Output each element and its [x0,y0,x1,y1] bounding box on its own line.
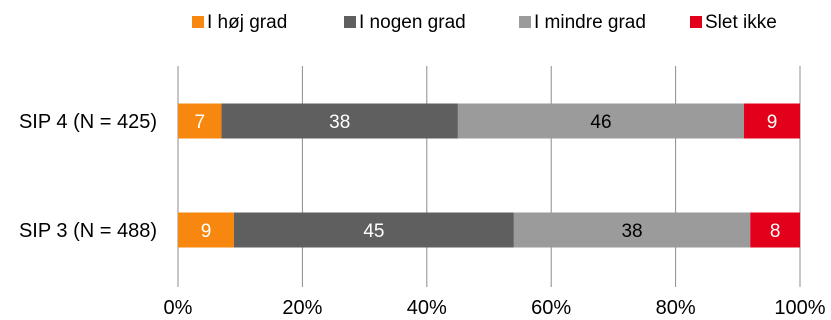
legend: I høj grad I nogen grad I mindre grad Slet … [192,12,777,33]
x-tick-label-2: 20% [282,297,322,319]
x-tick-label-3: 40% [407,297,447,319]
legend-swatch-3 [519,16,531,28]
category-labels: SIP 4 (N = 425) SIP 3 (N = 488) [19,111,157,242]
bar-2-3 [513,212,751,248]
legend-label-3: I mindre grad [534,12,646,33]
x-tick-label-5: 80% [656,297,696,319]
bar-label-1-2: 38 [329,112,350,133]
legend-label-2: I nogen grad [359,12,466,33]
bar-label-1-1: 7 [194,112,205,133]
bar-label-1-3: 46 [590,112,611,133]
x-tick-labels: 0% 20% 40% 60% 80% 100% [164,297,826,319]
bar-1-2 [221,103,458,139]
category-label-2: SIP 3 (N = 488) [19,220,157,242]
bar-2-2 [233,212,514,248]
bar-label-2-3: 38 [621,221,642,242]
bar-1-1 [178,103,222,139]
bars: 7 38 46 9 9 45 38 8 [178,103,800,248]
x-tick-label-6: 100% [774,297,825,319]
legend-swatch-4 [690,16,702,28]
bar-2-1 [178,212,234,248]
legend-swatch-1 [192,16,204,28]
bar-label-2-2: 45 [363,221,384,242]
bar-label-2-1: 9 [201,221,212,242]
bar-label-1-4: 9 [767,112,778,133]
bar-2-4 [750,212,800,248]
bar-1-4 [744,103,800,139]
legend-label-4: Slet ikke [705,12,777,33]
bar-label-2-4: 8 [770,221,781,242]
gridlines [177,66,801,287]
bar-1-3 [457,103,745,139]
category-label-1: SIP 4 (N = 425) [19,111,157,133]
x-tick-label-4: 60% [531,297,571,319]
legend-label-1: I høj grad [207,12,287,33]
x-tick-label-1: 0% [164,297,193,319]
legend-swatch-2 [344,16,356,28]
